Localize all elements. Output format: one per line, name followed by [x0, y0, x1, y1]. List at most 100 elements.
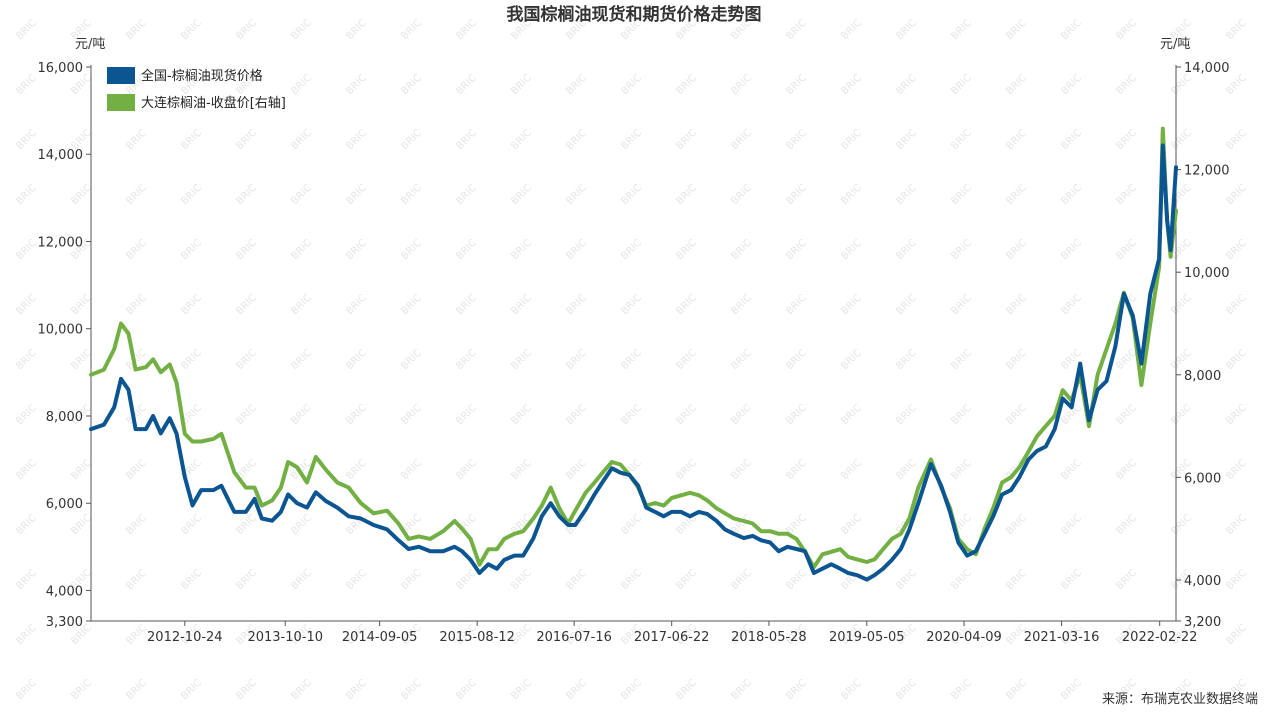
watermark-text: BRIC	[1224, 568, 1249, 593]
watermark-text: BRIC	[729, 293, 754, 318]
watermark-text: BRIC	[1114, 238, 1139, 263]
watermark-text: BRIC	[1004, 128, 1029, 153]
watermark-text: BRIC	[1059, 293, 1084, 318]
watermark-text: BRIC	[619, 293, 644, 318]
watermark-text: BRIC	[674, 403, 699, 428]
x-tick-label: 2018-05-28	[731, 630, 807, 645]
watermark-text: BRIC	[729, 403, 754, 428]
watermark-text: BRIC	[399, 403, 424, 428]
watermark-text: BRIC	[674, 73, 699, 98]
watermark-text: BRIC	[1224, 403, 1249, 428]
watermark-text: BRIC	[509, 568, 534, 593]
watermark-text: BRIC	[1224, 513, 1249, 538]
legend-swatch-futures	[107, 94, 135, 111]
watermark-text: BRIC	[454, 403, 479, 428]
watermark-text: BRIC	[399, 238, 424, 263]
watermark-text: BRIC	[674, 458, 699, 483]
watermark-text: BRIC	[234, 678, 259, 703]
watermark-text: BRIC	[1114, 403, 1139, 428]
x-tick-label: 2014-09-05	[342, 630, 418, 645]
watermark-text: BRIC	[1224, 238, 1249, 263]
watermark-text: BRIC	[1059, 458, 1084, 483]
watermark-text: BRIC	[949, 183, 974, 208]
chart-title: 我国棕榈油现货和期货价格走势图	[507, 4, 762, 25]
watermark-text: BRIC	[14, 73, 39, 98]
watermark-text: BRIC	[14, 403, 39, 428]
left-tick-label: 6,000	[46, 497, 83, 512]
watermark-text: BRIC	[289, 403, 314, 428]
watermark-text: BRIC	[14, 293, 39, 318]
watermark-text: BRIC	[124, 678, 149, 703]
watermark-text: BRIC	[949, 458, 974, 483]
watermark-text: BRIC	[894, 403, 919, 428]
watermark-text: BRIC	[839, 18, 864, 43]
watermark-text: BRIC	[124, 568, 149, 593]
watermark-text: BRIC	[179, 513, 204, 538]
watermark-text: BRIC	[894, 568, 919, 593]
watermark-text: BRIC	[619, 513, 644, 538]
watermark-text: BRIC	[69, 458, 94, 483]
watermark-text: BRIC	[784, 183, 809, 208]
right-tick-label: 12,000	[1184, 164, 1230, 179]
watermark-text: BRIC	[674, 678, 699, 703]
watermark-text: BRIC	[234, 183, 259, 208]
watermark-text: BRIC	[839, 403, 864, 428]
x-tick-label: 2013-10-10	[247, 630, 323, 645]
watermark-text: BRIC	[729, 183, 754, 208]
watermark-text: BRIC	[784, 18, 809, 43]
watermark-text: BRIC	[234, 128, 259, 153]
watermark-text: BRIC	[1059, 568, 1084, 593]
watermark-text: BRIC	[124, 293, 149, 318]
watermark-text: BRIC	[509, 678, 534, 703]
watermark-text: BRIC	[124, 18, 149, 43]
watermark-text: BRIC	[289, 73, 314, 98]
watermark-text: BRIC	[619, 73, 644, 98]
watermark-text: BRIC	[784, 348, 809, 373]
watermark-text: BRIC	[399, 183, 424, 208]
watermark-text: BRIC	[124, 458, 149, 483]
watermark-text: BRIC	[14, 238, 39, 263]
watermark-text: BRIC	[839, 128, 864, 153]
watermark-text: BRIC	[1224, 458, 1249, 483]
watermark-text: BRIC	[69, 678, 94, 703]
watermark-text: BRIC	[1114, 18, 1139, 43]
watermark-text: BRIC	[619, 568, 644, 593]
watermark-text: BRIC	[784, 568, 809, 593]
watermark-text: BRIC	[124, 128, 149, 153]
watermark-text: BRIC	[839, 293, 864, 318]
right-tick-label: 6,000	[1184, 471, 1221, 486]
watermark-text: BRIC	[234, 403, 259, 428]
watermark-text: BRIC	[619, 348, 644, 373]
watermark-text: BRIC	[454, 293, 479, 318]
watermark-text: BRIC	[894, 348, 919, 373]
watermark-text: BRIC	[14, 623, 39, 648]
watermark-text: BRIC	[674, 348, 699, 373]
watermark-text: BRIC	[509, 73, 534, 98]
watermark-text: BRIC	[399, 18, 424, 43]
watermark-text: BRIC	[454, 678, 479, 703]
spot-price-line	[89, 143, 1178, 582]
watermark-text: BRIC	[619, 678, 644, 703]
watermark-text: BRIC	[289, 513, 314, 538]
watermark-text: BRIC	[949, 568, 974, 593]
watermark-text: BRIC	[179, 568, 204, 593]
watermark-text: BRIC	[564, 183, 589, 208]
watermark-text: BRIC	[674, 128, 699, 153]
watermark-text: BRIC	[14, 183, 39, 208]
watermark-text: BRIC	[1059, 18, 1084, 43]
watermark-text: BRIC	[564, 568, 589, 593]
watermark-text: BRIC	[344, 678, 369, 703]
x-tick-label: 2019-05-05	[829, 630, 905, 645]
left-tick-label: 12,000	[38, 235, 84, 250]
right-tick-label: 4,000	[1184, 574, 1221, 589]
watermark-text: BRIC	[14, 18, 39, 43]
watermark-text: BRIC	[1059, 128, 1084, 153]
watermark-text: BRIC	[234, 568, 259, 593]
watermark-text: BRIC	[784, 73, 809, 98]
watermark-text: BRIC	[1169, 73, 1194, 98]
watermark-text: BRIC	[454, 568, 479, 593]
watermark-text: BRIC	[124, 513, 149, 538]
left-tick-label: 4,000	[46, 584, 83, 599]
watermark-text: BRIC	[1059, 238, 1084, 263]
watermark-text: BRIC	[1114, 458, 1139, 483]
